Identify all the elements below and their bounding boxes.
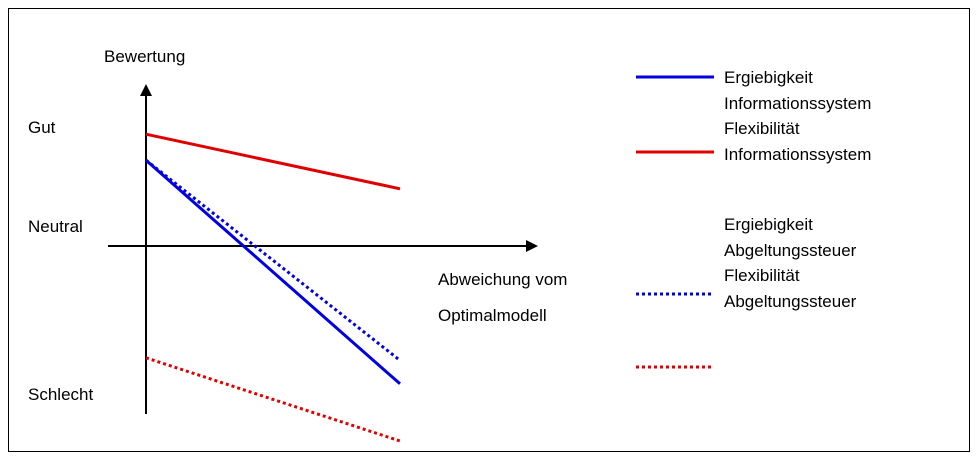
legend-text-8: Abgeltungssteuer: [724, 292, 857, 311]
y-level-neutral: Neutral: [28, 217, 83, 236]
x-axis-label-line-2: Optimalmodell: [438, 306, 547, 325]
series-line-ergiebigkeit-informationssystem: [145, 159, 401, 385]
x-axis-label-line-1: Abweichung vom: [438, 270, 567, 289]
y-level-schlecht: Schlecht: [28, 385, 93, 404]
series-line-ergiebigkeit-abgeltungssteuer: [145, 159, 401, 362]
series-line-flexibilitaet-abgeltungssteuer: [145, 356, 401, 443]
y-axis-label: Bewertung: [104, 47, 185, 66]
legend-text-7: Flexibilität: [724, 266, 800, 285]
legend-text-6: Abgeltungssteuer: [724, 241, 857, 260]
legend-text-1: Ergiebigkeit: [724, 68, 813, 87]
y-level-gut: Gut: [28, 118, 56, 137]
legend-text-5: Ergiebigkeit: [724, 215, 813, 234]
series-line-flexibilitaet-informationssystem: [145, 132, 401, 191]
legend: Ergiebigkeit Informationssystem Flexibil…: [636, 68, 871, 369]
diagram-frame: [8, 8, 970, 452]
legend-text-4: Informationssystem: [724, 145, 871, 164]
series-layer: [145, 132, 401, 443]
legend-text-3: Flexibilität: [724, 119, 800, 138]
legend-text-2: Informationssystem: [724, 94, 871, 113]
